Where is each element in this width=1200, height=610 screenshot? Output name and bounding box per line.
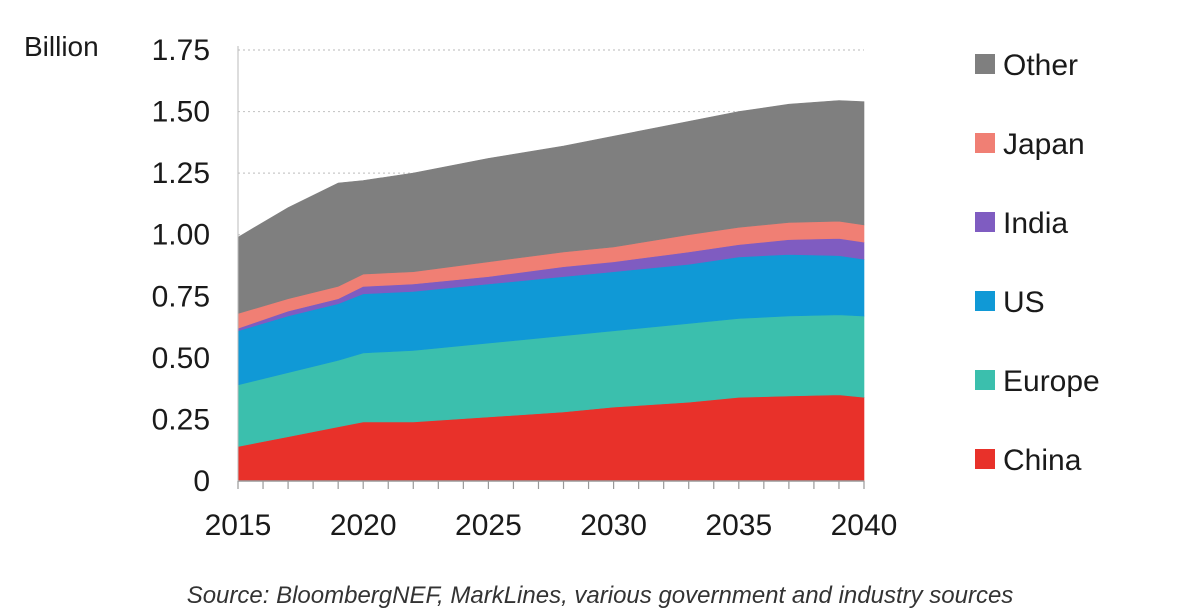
legend-swatch-us [975,291,995,311]
legend: Other Japan India US Europe China [975,49,1100,477]
y-tick-label: 0.75 [152,280,210,313]
y-tick-label: 0.50 [152,342,210,375]
legend-label-europe: Europe [1003,365,1100,398]
x-tick-labels: 2015 2020 2025 2030 2035 2040 [205,509,898,542]
legend-swatch-india [975,212,995,232]
legend-label-us: US [1003,286,1045,319]
y-tick-label: 0.25 [152,403,210,436]
y-axis-label: Billion [24,31,99,62]
y-tick-label: 0 [193,465,210,498]
x-tick-label: 2035 [705,509,772,542]
x-tick-label: 2040 [831,509,898,542]
y-tick-label: 1.75 [152,34,210,67]
legend-label-japan: Japan [1003,128,1085,161]
source-note: Source: BloombergNEF, MarkLines, various… [186,582,1014,609]
y-tick-label: 1.50 [152,96,210,129]
x-tick-label: 2015 [205,509,272,542]
x-tick-label: 2030 [580,509,647,542]
x-tick-label: 2020 [330,509,397,542]
y-tick-label: 1.00 [152,219,210,252]
legend-swatch-japan [975,133,995,153]
series-areas [237,100,865,482]
legend-swatch-europe [975,370,995,390]
legend-label-india: India [1003,207,1068,240]
legend-label-other: Other [1003,49,1078,82]
legend-swatch-china [975,449,995,469]
y-tick-label: 1.25 [152,157,210,190]
x-tick-label: 2025 [455,509,522,542]
axes [237,46,865,489]
area-other [237,100,865,314]
legend-swatch-other [975,54,995,74]
y-tick-labels: 0 0.25 0.50 0.75 1.00 1.25 1.50 1.75 [152,34,210,498]
legend-label-china: China [1003,444,1082,477]
